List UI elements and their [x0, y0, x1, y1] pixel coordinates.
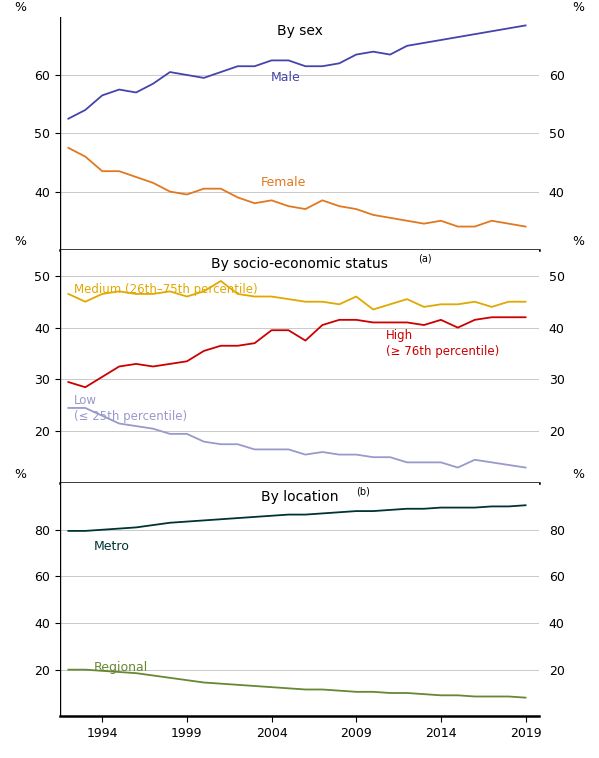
- Text: %: %: [14, 2, 26, 14]
- Text: Regional: Regional: [93, 661, 148, 674]
- Text: %: %: [573, 234, 585, 248]
- Text: By location: By location: [261, 490, 338, 504]
- Text: By socio-economic status: By socio-economic status: [211, 257, 388, 271]
- Text: (b): (b): [356, 487, 370, 496]
- Text: Metro: Metro: [93, 540, 129, 553]
- Text: Female: Female: [261, 176, 307, 189]
- Text: By sex: By sex: [277, 23, 322, 38]
- Text: Male: Male: [271, 70, 301, 84]
- Text: High
(≥ 76th percentile): High (≥ 76th percentile): [386, 329, 499, 358]
- Text: (a): (a): [418, 253, 432, 263]
- Text: %: %: [573, 468, 585, 481]
- Text: %: %: [14, 234, 26, 248]
- Text: %: %: [573, 2, 585, 14]
- Text: Low
(≤ 25th percentile): Low (≤ 25th percentile): [74, 394, 187, 423]
- Text: %: %: [14, 468, 26, 481]
- Text: Medium (26th–75th percentile): Medium (26th–75th percentile): [74, 283, 258, 296]
